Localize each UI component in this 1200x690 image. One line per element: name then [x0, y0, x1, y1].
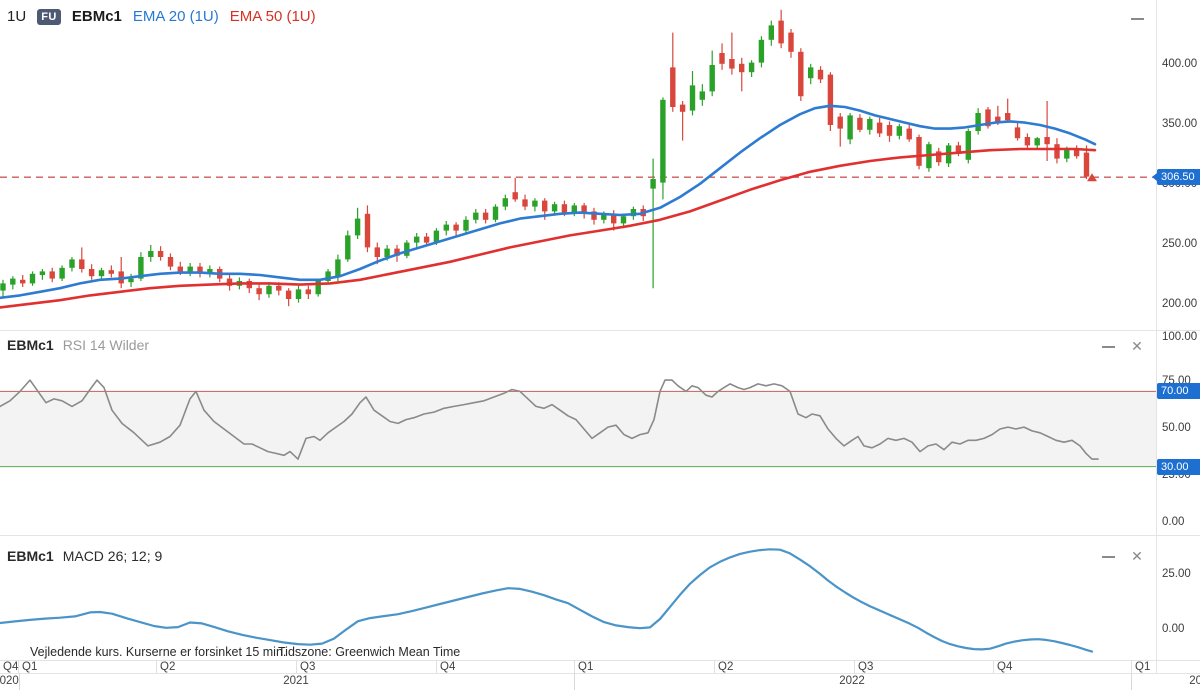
price-axis-border [1156, 0, 1157, 673]
x-axis-quarter-label: Q4 [997, 661, 1013, 673]
quarter-tick [993, 660, 994, 673]
x-axis-quarter-label: Q2 [160, 661, 176, 673]
x-axis-quarter-label: Q1 [22, 661, 38, 673]
macd-minimize-icon[interactable] [1099, 548, 1117, 566]
last-price-marker [1087, 173, 1097, 182]
rsi-axis-label: 50.00 [1162, 422, 1191, 434]
rsi-indicator-label[interactable]: RSI 14 Wilder [62, 337, 150, 353]
x-axis-quarter-label: Q3 [300, 661, 316, 673]
ema20-line [0, 104, 1097, 300]
x-axis-year-label: 2023 [1189, 675, 1200, 687]
rsi-oversold-tag: 30.00 [1157, 458, 1200, 475]
macd-close-icon[interactable]: ✕ [1131, 547, 1143, 564]
quarter-tick [1131, 660, 1132, 673]
rsi-line [0, 379, 1099, 460]
year-row-border [0, 673, 1200, 674]
price-axis-label: 250.00 [1162, 238, 1198, 250]
price-axis-label: 200.00 [1162, 298, 1198, 310]
candles-layer [0, 9, 1090, 307]
x-axis-year-label: 2021 [283, 675, 309, 687]
ema20-legend[interactable]: EMA 20 (1U) [132, 8, 219, 25]
panel-separator [0, 330, 1200, 331]
x-axis-quarter-label: Q2 [718, 661, 734, 673]
delay-disclaimer: Vejledende kurs. Kurserne er forsinket 1… [30, 645, 287, 659]
timeline-top-border [0, 660, 1200, 661]
panel-separator [0, 535, 1200, 536]
minimize-dash [1130, 18, 1144, 20]
x-axis-quarter-label: Q1 [578, 661, 594, 673]
symbol-label[interactable]: EBMc1 [71, 8, 122, 25]
minimize-icon[interactable] [1128, 10, 1146, 28]
year-divider [574, 673, 575, 690]
macd-axis-label: 25.00 [1162, 568, 1191, 580]
price-axis-label: 400.00 [1162, 58, 1198, 70]
minimize-dash [1101, 346, 1115, 348]
main-chart-legend: 1U FU EBMc1 EMA 20 (1U) EMA 50 (1U) [7, 8, 316, 25]
quarter-tick [156, 660, 157, 673]
macd-indicator-label[interactable]: MACD 26; 12; 9 [62, 548, 163, 564]
x-axis-year-label: 2022 [839, 675, 865, 687]
quarter-tick [18, 660, 19, 673]
price-axis-label: 350.00 [1162, 118, 1198, 130]
ema50-legend[interactable]: EMA 50 (1U) [229, 8, 316, 25]
year-divider [1131, 673, 1132, 690]
rsi-header: EBMc1 RSI 14 Wilder [7, 337, 149, 353]
quarter-tick [854, 660, 855, 673]
macd-header: EBMc1 MACD 26; 12; 9 [7, 548, 162, 564]
macd-plot[interactable] [0, 535, 1156, 660]
quarter-tick [296, 660, 297, 673]
rsi-plot[interactable] [0, 330, 1156, 535]
rsi-close-icon[interactable]: ✕ [1131, 337, 1143, 354]
x-axis-quarter-label: Q4 [3, 661, 19, 673]
macd-line [0, 548, 1094, 653]
quarter-tick [714, 660, 715, 673]
minimize-dash [1101, 556, 1115, 558]
quarter-tick [574, 660, 575, 673]
x-axis-quarter-label: Q3 [858, 661, 874, 673]
last-price-tag: 306.50 [1152, 169, 1200, 186]
rsi-axis-label: 100.00 [1162, 331, 1198, 343]
x-axis-quarter-label: Q4 [440, 661, 456, 673]
year-divider [19, 673, 20, 690]
quarter-tick [436, 660, 437, 673]
rsi-symbol-label[interactable]: EBMc1 [7, 337, 54, 353]
rsi-band [0, 391, 1156, 467]
rsi-overbought-tag: 70.00 [1157, 383, 1200, 400]
timezone-label: Tidszone: Greenwich Mean Time [278, 645, 461, 659]
price-chart-plot[interactable] [0, 0, 1156, 330]
rsi-axis-label: 0.00 [1162, 516, 1185, 528]
timeframe-label[interactable]: 1U [7, 8, 27, 25]
x-axis-quarter-label: Q1 [1135, 661, 1151, 673]
ema50-line [0, 147, 1097, 309]
rsi-minimize-icon[interactable] [1099, 338, 1117, 356]
exchange-badge: FU [37, 8, 61, 25]
macd-axis-label: 0.00 [1162, 623, 1185, 635]
macd-symbol-label[interactable]: EBMc1 [7, 548, 54, 564]
